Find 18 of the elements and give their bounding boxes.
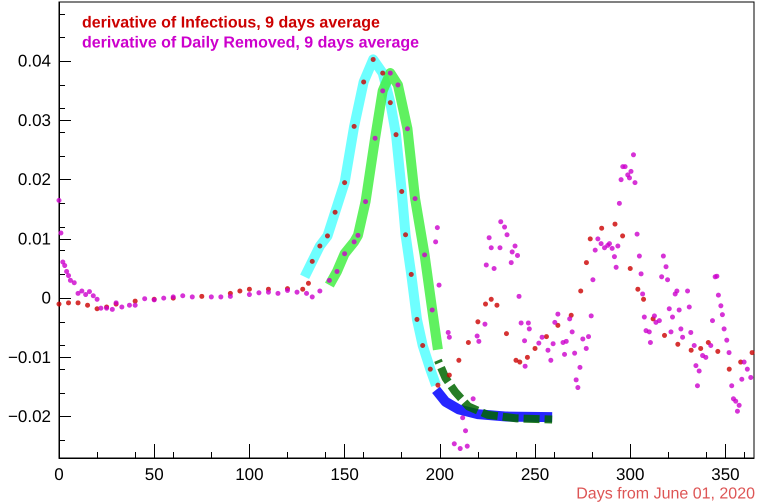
series-label: derivative of Infectious, 9 days average bbox=[82, 14, 380, 32]
x-tick-label: 200 bbox=[426, 465, 454, 484]
x-tick-label: 100 bbox=[235, 465, 264, 484]
x-tick-label: 150 bbox=[330, 465, 359, 484]
x-tick-label: 0 bbox=[54, 465, 64, 484]
y-tick-label: 0.01 bbox=[18, 229, 51, 248]
x-axis-title: Days from June 01, 2020 bbox=[576, 486, 756, 502]
y-tick-label: −0.02 bbox=[8, 407, 51, 426]
x-tick-label: 50 bbox=[144, 465, 164, 484]
y-tick-label: 0.04 bbox=[18, 52, 51, 71]
y-tick-label: 0.03 bbox=[18, 110, 51, 130]
x-tick-label: 250 bbox=[520, 465, 550, 484]
y-tick-label: 0.02 bbox=[18, 170, 51, 190]
x-tick-label: 300 bbox=[616, 465, 644, 484]
y-tick-label: −0.01 bbox=[8, 348, 51, 367]
x-tick-label: 350 bbox=[711, 465, 740, 484]
text: derivative of Daily Removed, 9 days average bbox=[82, 34, 420, 52]
y-tick-label: 0 bbox=[42, 288, 51, 308]
